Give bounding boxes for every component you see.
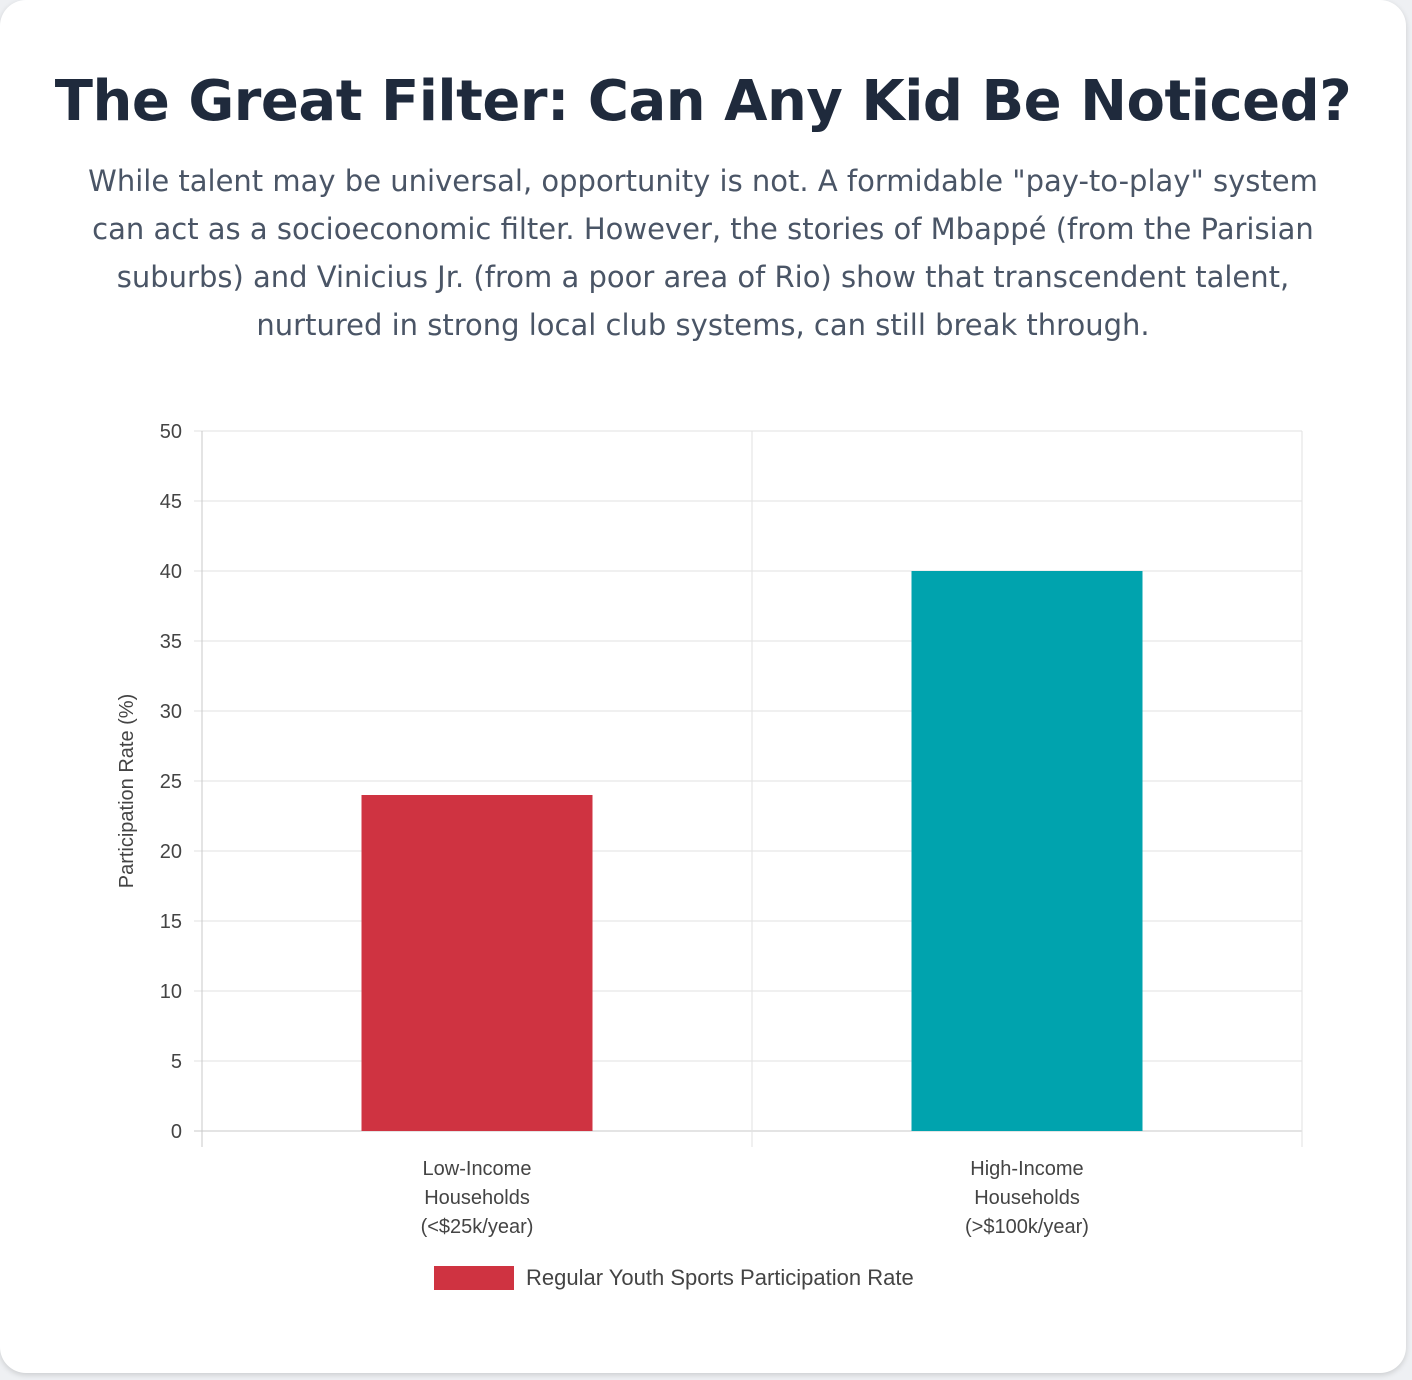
y-tick-label: 45 xyxy=(160,491,182,513)
y-tick-label: 20 xyxy=(160,841,182,863)
y-tick-label: 10 xyxy=(160,981,182,1003)
y-tick-label: 15 xyxy=(160,911,182,933)
x-tick-label: Households xyxy=(424,1187,530,1209)
y-tick-label: 25 xyxy=(160,771,182,793)
x-tick-label: (<$25k/year) xyxy=(421,1216,534,1238)
bar-low-income xyxy=(361,795,593,1131)
y-tick-label: 30 xyxy=(160,701,182,723)
y-tick-label: 0 xyxy=(171,1121,182,1143)
y-tick-label: 35 xyxy=(160,631,182,653)
page-subtitle: While talent may be universal, opportuni… xyxy=(88,164,1318,342)
page-title: The Great Filter: Can Any Kid Be Noticed… xyxy=(54,69,1352,134)
x-tick-label: Households xyxy=(974,1187,1080,1209)
bar-high-income xyxy=(911,571,1143,1131)
y-tick-label: 40 xyxy=(160,561,182,583)
x-tick-label: (>$100k/year) xyxy=(965,1216,1089,1238)
y-axis-title: Participation Rate (%) xyxy=(116,694,138,889)
legend-swatch xyxy=(434,1266,514,1290)
x-tick-label: High-Income xyxy=(970,1158,1083,1180)
x-tick-label: Low-Income xyxy=(423,1158,532,1180)
y-tick-label: 50 xyxy=(160,421,182,443)
y-tick-label: 5 xyxy=(171,1051,182,1073)
legend-label: Regular Youth Sports Participation Rate xyxy=(526,1265,914,1290)
